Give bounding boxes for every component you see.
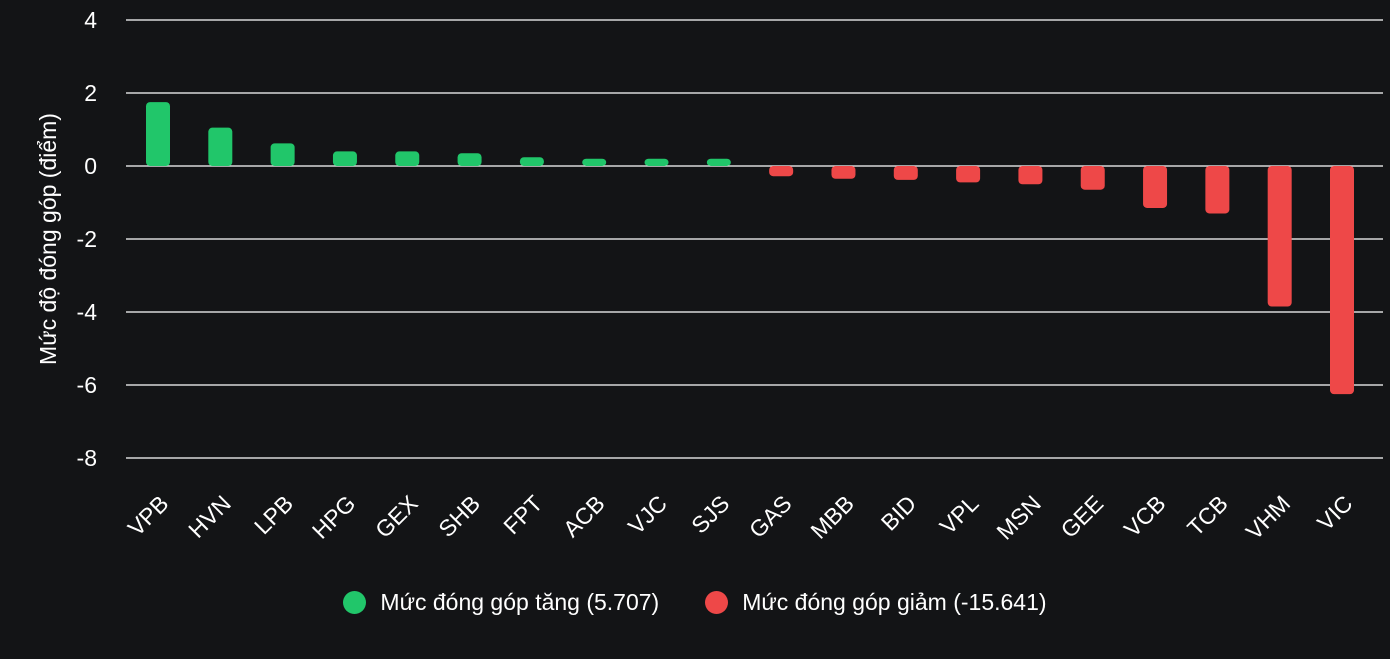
x-tick-label: VPL (935, 490, 984, 539)
x-tick-label: TCB (1182, 490, 1233, 541)
x-tick-label: LPB (249, 490, 298, 539)
x-tick-label: SHB (433, 490, 485, 542)
bar-shb[interactable] (457, 153, 482, 166)
x-tick-label: ACB (558, 490, 610, 542)
bar-gas[interactable] (769, 166, 794, 177)
bar-sjs[interactable] (706, 158, 731, 166)
x-tick-label: MSN (991, 490, 1046, 545)
bar-hvn[interactable] (208, 127, 233, 166)
bar-gee[interactable] (1080, 166, 1105, 190)
x-tick-label: FPT (498, 490, 547, 539)
y-axis-label: Mức độ đóng góp (điểm) (35, 113, 61, 365)
legend-label-positive: Mức đóng góp tăng (5.707) (380, 588, 660, 615)
x-tick-label: VJC (623, 490, 672, 539)
y-axis-ticks: 4 2 0 -2 -4 -6 -8 (77, 7, 98, 471)
x-tick-label: HPG (307, 490, 361, 544)
y-tick-label: 2 (84, 80, 97, 106)
bar-msn[interactable] (1018, 166, 1043, 185)
gridlines (126, 19, 1383, 459)
x-tick-label: SJS (686, 490, 734, 538)
bar-vhm[interactable] (1267, 166, 1292, 307)
bar-mbb[interactable] (831, 166, 856, 179)
x-axis-ticks: VPB HVN LPB HPG GEX SHB FPT ACB VJC SJS GAS MBB BID V… (123, 490, 1358, 545)
x-tick-label: MBB (805, 490, 859, 544)
legend-label-negative: Mức đóng góp giảm (-15.641) (742, 588, 1047, 615)
x-tick-label: BID (876, 490, 921, 535)
x-tick-label: GEX (370, 490, 423, 543)
bar-acb[interactable] (582, 158, 607, 166)
bar-hpg[interactable] (332, 151, 357, 166)
x-tick-label: VCB (1119, 490, 1171, 542)
bar-vic[interactable] (1330, 166, 1354, 395)
x-tick-label: VIC (1312, 490, 1357, 535)
bar-lpb[interactable] (270, 143, 295, 166)
bar-tcb[interactable] (1205, 166, 1230, 214)
bar-vcb[interactable] (1143, 166, 1168, 208)
y-tick-label: -4 (77, 299, 98, 325)
bar-fpt[interactable] (519, 157, 544, 166)
x-tick-label: GEE (1056, 490, 1109, 543)
y-tick-label: -8 (77, 445, 97, 471)
y-tick-label: -2 (77, 226, 97, 252)
bar-vpl[interactable] (956, 166, 981, 183)
contribution-bar-chart: 4 2 0 -2 -4 -6 -8 Mức độ đóng góp (điểm) VPB HV… (35, 7, 1383, 545)
y-tick-label: 0 (84, 153, 97, 179)
legend-item-positive[interactable]: Mức đóng góp tăng (5.707) (343, 589, 659, 616)
y-tick-label: 4 (84, 7, 97, 33)
bar-vjc[interactable] (644, 158, 669, 166)
y-tick-label: -6 (77, 372, 97, 398)
x-tick-label: HVN (183, 490, 236, 543)
bar-vpb[interactable] (146, 102, 170, 166)
x-tick-label: VHM (1241, 490, 1296, 545)
bars (146, 102, 1354, 395)
legend-dot-positive (343, 590, 367, 614)
legend: Mức đóng góp tăng (5.707) Mức đóng góp g… (0, 582, 1390, 622)
x-tick-label: GAS (744, 490, 797, 543)
x-tick-label: VPB (123, 490, 174, 541)
bar-bid[interactable] (893, 166, 918, 180)
bar-gex[interactable] (395, 151, 420, 166)
legend-dot-negative (705, 590, 729, 614)
legend-item-negative[interactable]: Mức đóng góp giảm (-15.641) (705, 588, 1047, 616)
